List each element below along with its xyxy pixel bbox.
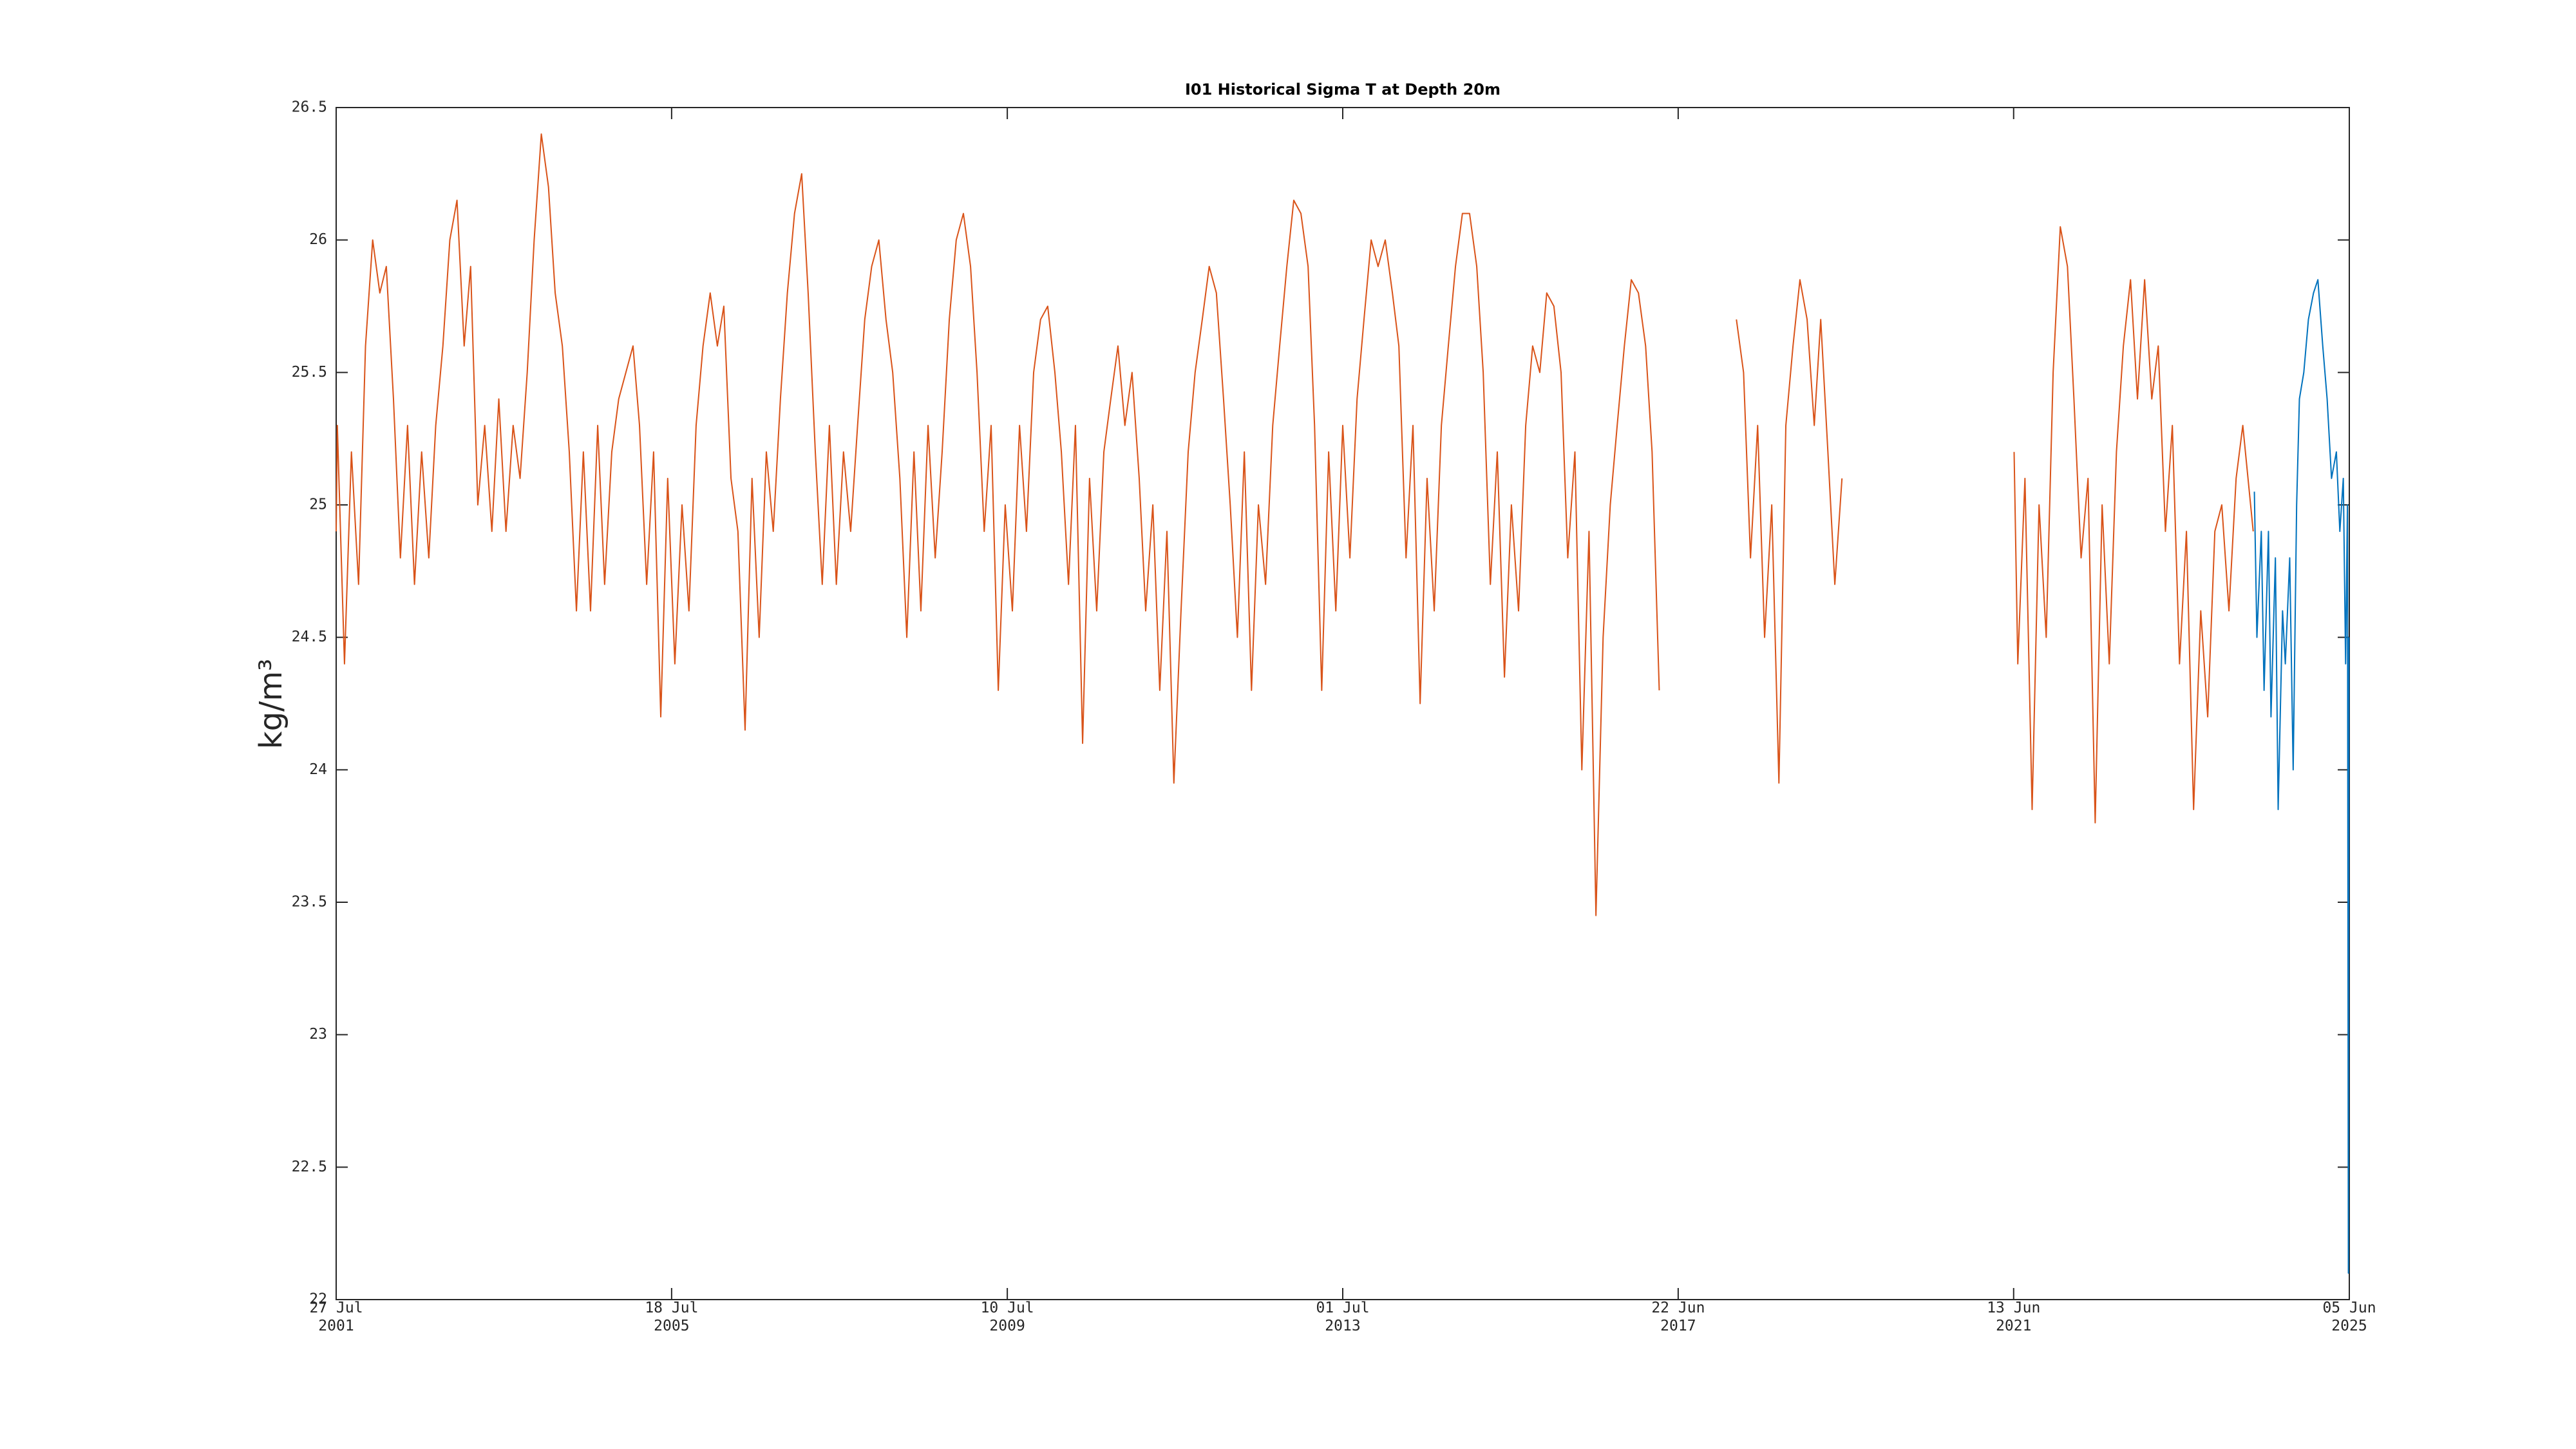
x-tick-label: 18 Jul [645, 1300, 698, 1316]
x-tick-label: 27 Jul [309, 1300, 363, 1316]
y-axis-label: kg/m³ [253, 659, 289, 749]
y-tick-label: 25.5 [292, 364, 327, 381]
x-tick-label: 01 Jul [1316, 1300, 1369, 1316]
y-tick-label: 24 [309, 761, 327, 778]
x-tick-label: 2013 [1325, 1318, 1360, 1334]
x-tick-label: 13 Jun [1987, 1300, 2040, 1316]
y-tick-label: 24.5 [292, 629, 327, 645]
y-tick-label: 26 [309, 231, 327, 248]
y-tick-label: 22 [309, 1291, 327, 1308]
series-line [336, 133, 2254, 916]
x-tick-label: 2017 [1660, 1318, 1696, 1334]
chart-title: I01 Historical Sigma T at Depth 20m [1185, 80, 1501, 99]
y-tick-label: 23 [309, 1026, 327, 1043]
x-tick-label: 10 Jul [981, 1300, 1034, 1316]
x-tick-label: 2009 [989, 1318, 1025, 1334]
series-line [2253, 279, 2350, 1274]
y-tick-label: 22.5 [292, 1159, 327, 1175]
x-tick-label: 2021 [1996, 1318, 2031, 1334]
x-tick-label: 2001 [318, 1318, 354, 1334]
y-tick-label: 23.5 [292, 894, 327, 911]
x-tick-label: 2005 [654, 1318, 689, 1334]
x-tick-label: 2025 [2331, 1318, 2367, 1334]
x-tick-label: 05 Jun [2322, 1300, 2376, 1316]
y-tick-label: 25 [309, 497, 327, 513]
x-tick-label: 22 Jun [1651, 1300, 1705, 1316]
y-tick-label: 26.5 [292, 99, 327, 116]
